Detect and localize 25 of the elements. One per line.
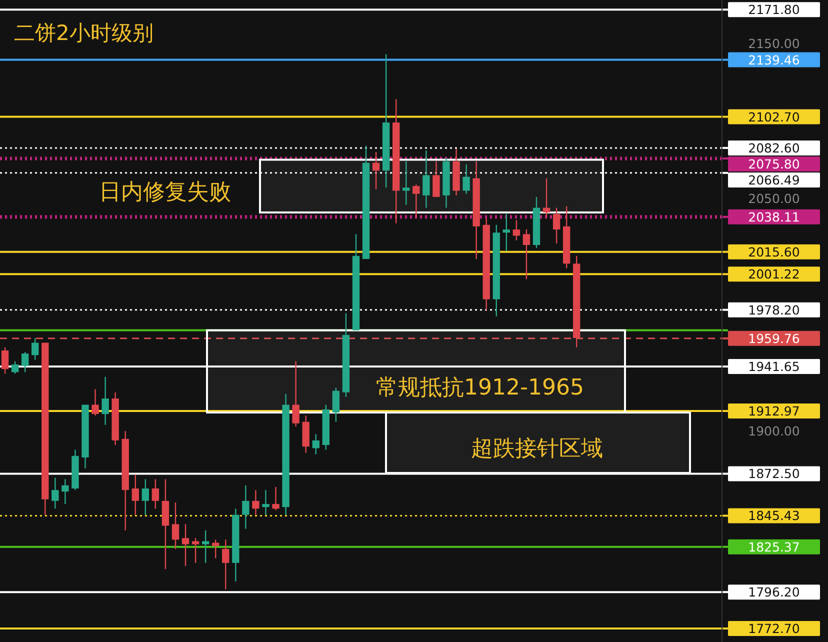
ref-line-label: 1825.37 (748, 539, 800, 554)
ref-line-label: 1845.43 (748, 508, 800, 524)
ref-line-label: 1978.20 (748, 302, 800, 318)
ref-line-label: 2015.60 (748, 244, 800, 260)
band-label: 超跌接针区域 (471, 436, 603, 462)
ref-line-label: 2082.60 (748, 140, 800, 156)
band-label: 常规抵抗1912-1965 (376, 375, 584, 400)
ref-line-label: 1772.70 (748, 621, 800, 636)
ref-line-label: 2075.80 (748, 156, 800, 172)
ref-line-label: 1872.50 (748, 466, 800, 482)
ref-line-label: 2139.46 (748, 52, 800, 68)
y-tick-label: 2150.00 (748, 36, 800, 51)
ref-line-label: 1796.20 (748, 584, 800, 600)
ref-line-label: 1959.76 (748, 330, 800, 346)
ref-line-label: 2066.49 (748, 172, 800, 188)
y-tick-label: 1900.00 (748, 424, 800, 439)
ref-line-label: 1912.97 (748, 403, 800, 418)
ref-line-label: 2102.70 (748, 109, 800, 124)
y-tick-label: 2050.00 (748, 190, 800, 206)
ref-line-label: 1941.65 (748, 359, 800, 374)
ref-line-label: 2001.22 (748, 266, 800, 282)
ref-line-label: 2038.11 (748, 209, 800, 224)
ref-line-label: 2171.80 (748, 2, 800, 18)
text: 二饼2小时级别 (14, 21, 154, 45)
band-label: 日内修复失败 (99, 180, 231, 205)
